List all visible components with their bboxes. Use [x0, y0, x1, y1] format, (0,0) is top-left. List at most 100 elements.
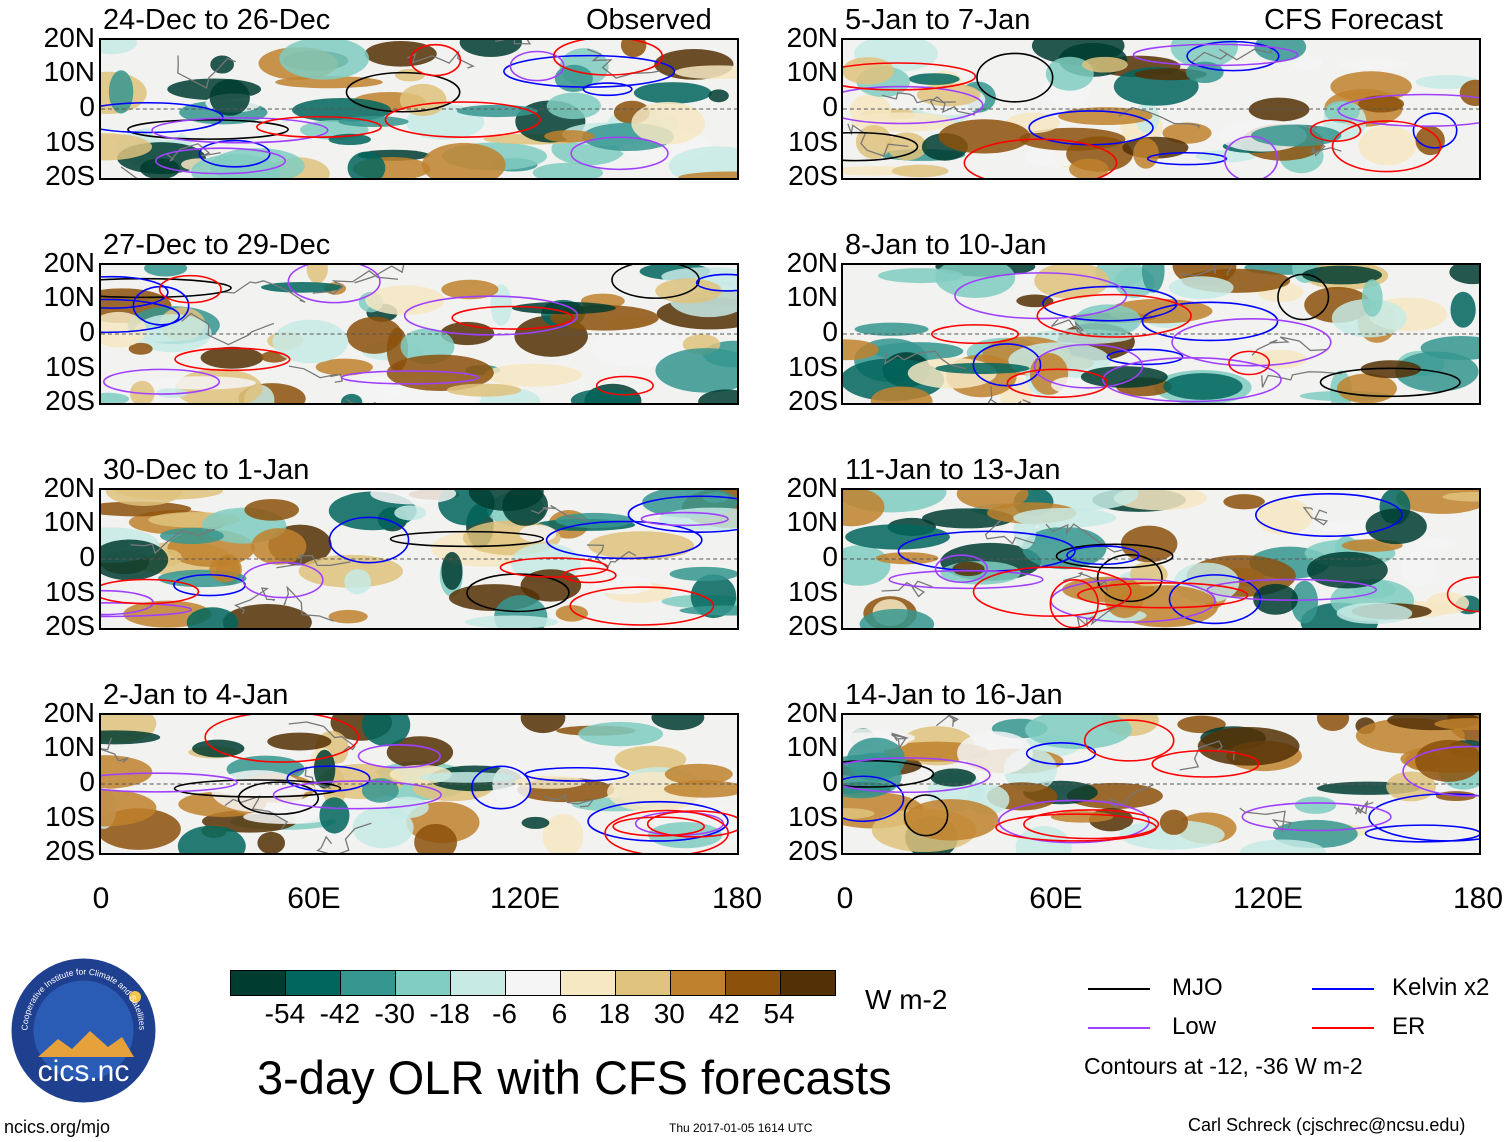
lat-label: 0 — [822, 541, 838, 572]
contour-mjo — [1319, 367, 1461, 398]
contour-mjo — [1055, 543, 1174, 569]
olr-anomaly-blob — [192, 739, 245, 758]
olr-anomaly-blob — [554, 64, 593, 92]
olr-anomaly-blob — [1386, 771, 1436, 802]
olr-anomaly-blob — [386, 354, 494, 391]
olr-anomaly-blob — [209, 556, 241, 583]
colorbar-swatch — [286, 971, 341, 995]
lat-label: 20N — [786, 472, 838, 503]
olr-anomaly-blob — [149, 376, 256, 390]
olr-anomaly-blob — [101, 392, 130, 403]
olr-anomaly-blob — [1402, 548, 1437, 587]
colorbar-label: 30 — [653, 998, 685, 1029]
coastline — [130, 528, 215, 555]
contour-kelvin — [545, 520, 703, 560]
lon-label-left-60e: 60E — [287, 882, 341, 915]
olr-anomaly-blob — [101, 311, 147, 348]
contour-mjo — [345, 71, 461, 113]
contour-low — [101, 602, 193, 618]
olr-anomaly-blob — [490, 284, 512, 326]
coastline — [881, 92, 956, 104]
contour-low — [934, 554, 988, 584]
forecast-header: CFS Forecast — [1264, 4, 1443, 36]
olr-anomaly-blob — [244, 498, 299, 521]
olr-anomaly-blob — [669, 566, 737, 582]
olr-anomaly-blob — [365, 285, 445, 316]
lon-label-right-0: 0 — [836, 882, 854, 915]
olr-anomaly-blob — [101, 501, 192, 517]
olr-anomaly-blob — [421, 142, 506, 178]
lat-label: 10S — [788, 801, 838, 832]
olr-anomaly-blob — [144, 265, 188, 277]
main-title: 3-day OLR with CFS forecasts — [257, 1051, 892, 1104]
fc-panel-1-title: 5-Jan to 7-Jan — [845, 4, 1031, 36]
contour-kelvin — [1141, 301, 1279, 342]
olr-anomaly-blob — [843, 339, 879, 361]
legend-note: Contours at -12, -36 W m-2 — [1084, 1053, 1363, 1079]
obs-map-3 — [99, 488, 739, 630]
olr-anomaly-blob — [364, 40, 437, 67]
olr-anomaly-blob — [588, 531, 695, 560]
colorbar-swatch — [616, 971, 671, 995]
coastline — [984, 520, 1035, 545]
colorbar-label: -30 — [374, 998, 415, 1029]
contour-low — [341, 370, 479, 385]
olr-anomaly-blob — [546, 92, 601, 120]
coastline — [1045, 523, 1133, 553]
lat-label: 20N — [786, 247, 838, 278]
contour-er — [843, 62, 977, 91]
olr-anomaly-blob — [200, 346, 264, 369]
contour-er — [646, 810, 737, 838]
olr-anomaly-blob — [1255, 498, 1313, 535]
coastline — [936, 715, 960, 727]
olr-anomaly-blob — [1330, 71, 1412, 103]
coastline — [224, 795, 289, 830]
contour-er — [1228, 350, 1271, 376]
olr-anomaly-blob — [306, 265, 328, 284]
olr-anomaly-blob — [957, 731, 1033, 775]
olr-anomaly-blob — [1426, 592, 1470, 615]
olr-anomaly-blob — [251, 528, 307, 565]
contour-kelvin — [843, 775, 905, 823]
contour-er — [499, 557, 609, 578]
olr-anomaly-blob — [859, 608, 935, 628]
olr-anomaly-blob — [1254, 40, 1307, 62]
contour-er — [1083, 719, 1175, 762]
footer-url[interactable]: ncics.org/mjo — [4, 1117, 111, 1137]
olr-anomaly-blob — [511, 301, 616, 315]
olr-anomaly-blob — [101, 789, 157, 827]
olr-anomaly-blob — [903, 799, 999, 841]
contour-low — [102, 368, 221, 395]
olr-anomaly-blob — [315, 358, 373, 376]
coastline — [1251, 336, 1329, 356]
olr-anomaly-blob — [1133, 138, 1159, 169]
olr-anomaly-blob — [591, 328, 684, 368]
contour-low — [1337, 93, 1479, 127]
coastline — [494, 40, 531, 45]
olr-anomaly-blob — [938, 119, 1031, 154]
olr-anomaly-blob — [664, 763, 733, 785]
coastline — [1306, 125, 1342, 157]
olr-anomaly-blob — [1197, 726, 1300, 766]
olr-anomaly-blob — [678, 171, 737, 178]
olr-anomaly-blob — [319, 797, 350, 834]
fc-map-4 — [841, 713, 1481, 855]
coastline — [288, 721, 356, 754]
contour-mjo — [127, 119, 289, 140]
olr-anomaly-blob — [952, 561, 985, 577]
olr-anomaly-blob — [1016, 294, 1054, 308]
legend-low-line — [1088, 1027, 1150, 1029]
olr-anomaly-blob — [1338, 59, 1411, 70]
olr-anomaly-blob — [843, 808, 875, 819]
contour-er — [604, 809, 730, 853]
contour-low — [1171, 318, 1332, 367]
fc-panel-3-title: 11-Jan to 13-Jan — [845, 454, 1061, 486]
olr-anomaly-blob — [267, 732, 332, 751]
lat-label: 20S — [45, 610, 95, 641]
olr-anomaly-blob — [260, 282, 343, 293]
coastline — [101, 737, 129, 764]
contour-low — [1223, 135, 1279, 178]
olr-anomaly-blob — [875, 552, 939, 565]
colorbar-swatch — [781, 971, 835, 995]
colorbar-swatch — [231, 971, 286, 995]
